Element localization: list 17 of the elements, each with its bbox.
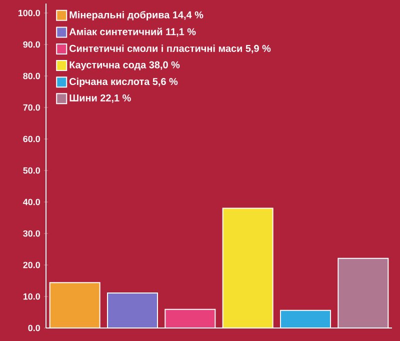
y-tick-label: 80.0	[23, 72, 40, 80]
y-tick-label: 30.0	[23, 230, 40, 237]
y-tick-label: 10.0	[23, 293, 40, 300]
y-tick-label: 70.0	[23, 104, 40, 111]
y-tick-label: 40.0	[23, 198, 40, 206]
y-tick-label: 50.0	[23, 167, 40, 174]
y-tick-label: 90.0	[23, 41, 40, 48]
legend-label: Каустична сода 38,0 %	[70, 61, 180, 70]
y-tick-label: 100.0	[18, 10, 40, 16]
legend-label: Синтетичні смоли і пластичні маси 5,9 %	[70, 44, 271, 54]
y-tick-label: 60.0	[23, 136, 40, 142]
legend-label: Мінеральні добрива 14,4 %	[70, 10, 204, 20]
legend-label: Сірчана кислота 5,6 %	[70, 78, 178, 88]
y-tick-label: 20.0	[23, 262, 40, 268]
legend-label: Шини 22,1 %	[70, 94, 131, 103]
y-tick-label: 0.0	[28, 324, 40, 332]
legend-label: Аміак синтетичний 11,1 %	[69, 28, 196, 37]
